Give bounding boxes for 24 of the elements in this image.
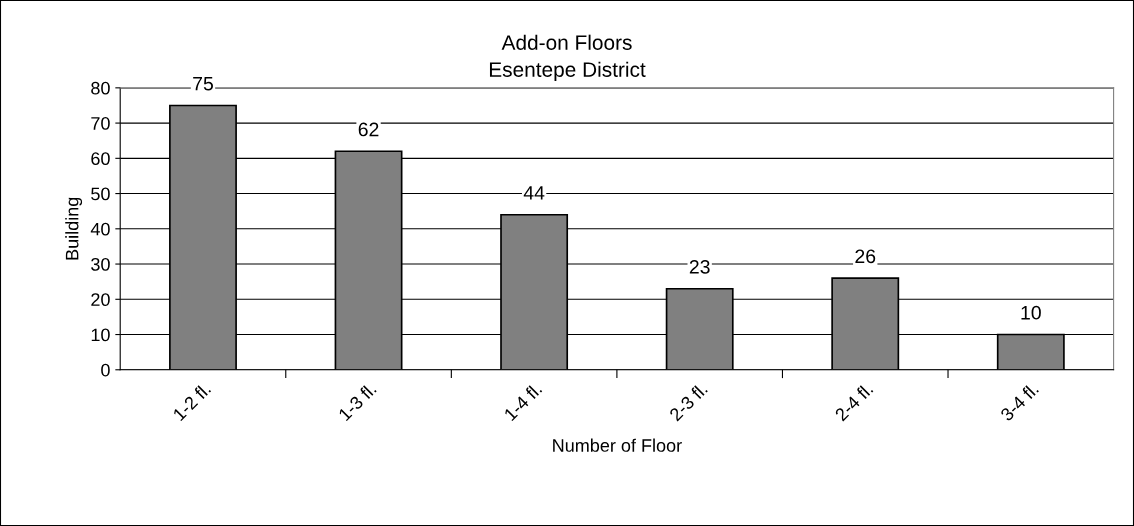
data-label: 10 [1021,305,1041,320]
x-axis-title: Number of Floor [553,438,682,452]
x-tick-label: 2-3 fl. [668,382,708,422]
y-axis-title: Building [65,197,83,260]
data-label: 44 [523,186,545,200]
data-label: 62 [358,122,379,137]
x-tick-label: 1-3 fl. [337,382,377,422]
x-tick-label: 2-4 fl. [833,382,874,422]
data-label: 23 [689,260,710,274]
data-label: 75 [193,76,213,91]
x-tick-label: 3-4 fl. [999,382,1040,422]
y-tick-label: 60 [91,152,110,166]
y-tick-label: 70 [91,117,110,130]
y-tick-label: 10 [91,328,110,342]
y-tick-label: 50 [91,187,110,201]
y-tick-label: 40 [90,222,110,236]
data-label: 26 [855,249,876,264]
y-tick-label: 0 [101,363,110,377]
y-tick-label: 20 [91,293,110,307]
x-tick-label: 1-4 fl. [503,382,543,422]
y-tick-label: 30 [91,257,110,271]
y-tick-label: 80 [91,81,110,95]
chart-title: Add-on Floors Esentepe District [489,34,646,82]
x-tick-label: 1-2 fl. [172,382,212,422]
